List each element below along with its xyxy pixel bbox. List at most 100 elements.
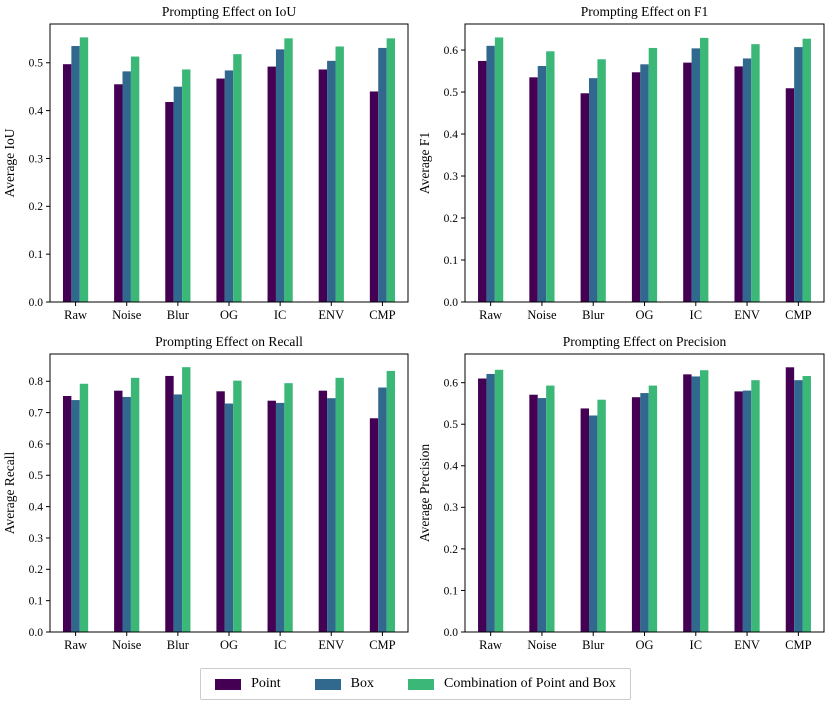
bar-f1-noise-box bbox=[537, 65, 547, 303]
legend: Point Box Combination of Point and Box bbox=[200, 668, 631, 700]
x-tick-label-raw: Raw bbox=[479, 308, 502, 322]
legend-label: Box bbox=[350, 676, 375, 691]
y-tick-label: 0.1 bbox=[444, 255, 459, 267]
y-tick-label: 0.2 bbox=[444, 544, 459, 556]
chart-iou: 0.0 0.1 0.2 0.3 0.4 0.5 Raw Noise Blur OG IC ENV CMP… bbox=[0, 0, 415, 330]
x-tick-label-og: OG bbox=[635, 638, 653, 652]
bar-iou-blur-point bbox=[165, 101, 174, 303]
bar-iou-blur-combination bbox=[182, 69, 191, 303]
bar-f1-env-box bbox=[742, 58, 752, 302]
bar-f1-og-box bbox=[640, 64, 649, 302]
bar-precision-blur-combination bbox=[597, 399, 606, 632]
y-tick-label: 0.1 bbox=[444, 585, 459, 597]
bar-recall-ic-point bbox=[267, 400, 276, 632]
bar-iou-noise-point bbox=[114, 84, 123, 302]
bar-f1-ic-box bbox=[691, 48, 700, 302]
bar-f1-og-point bbox=[631, 72, 641, 302]
bar-iou-raw-point bbox=[62, 64, 72, 302]
x-tick-label-env: ENV bbox=[734, 308, 760, 322]
bar-iou-env-point bbox=[318, 69, 328, 303]
y-tick-label: 0.3 bbox=[444, 171, 459, 183]
chart-svg-f1: 0.0 0.1 0.2 0.3 0.4 0.5 0.6 Raw Noise Blur OG IC ENV… bbox=[417, 4, 825, 322]
y-tick-label: 0.0 bbox=[29, 297, 44, 309]
bar-precision-cmp-point bbox=[785, 367, 795, 632]
bar-recall-env-point bbox=[318, 390, 328, 632]
x-tick-label-og: OG bbox=[220, 308, 238, 322]
chart-title-f1: Prompting Effect on F1 bbox=[581, 4, 709, 19]
y-tick-label: 0.6 bbox=[29, 439, 44, 451]
x-tick-label-noise: Noise bbox=[527, 308, 557, 322]
x-tick-label-ic: IC bbox=[274, 308, 287, 322]
chart-title-precision: Prompting Effect on Precision bbox=[563, 334, 727, 349]
x-tick-label-env: ENV bbox=[318, 308, 344, 322]
bar-f1-raw-point bbox=[478, 60, 487, 303]
y-tick-label: 0.3 bbox=[444, 502, 459, 514]
bar-f1-blur-box bbox=[589, 78, 598, 302]
bar-iou-env-box bbox=[327, 60, 336, 303]
chart-svg-precision: 0.0 0.1 0.2 0.3 0.4 0.5 0.6 Raw Noise Blur OG IC ENV… bbox=[417, 334, 825, 652]
bar-recall-og-box bbox=[224, 403, 234, 632]
bar-recall-noise-box bbox=[122, 396, 131, 632]
legend-row: Point Box Combination of Point and Box bbox=[0, 660, 831, 708]
y-tick-label: 0.4 bbox=[29, 106, 44, 118]
charts-grid: 0.0 0.1 0.2 0.3 0.4 0.5 Raw Noise Blur OG IC ENV CMP… bbox=[0, 0, 831, 660]
y-axis-label-f1: Average F1 bbox=[417, 132, 432, 194]
chart-svg-recall: 0.0 0.1 0.2 0.3 0.4 0.5 0.6 0.7 0.8 Raw Noise Blur O… bbox=[2, 334, 409, 652]
bar-precision-raw-box bbox=[486, 373, 495, 632]
bar-f1-ic-combination bbox=[699, 37, 709, 303]
bar-precision-raw-combination bbox=[494, 369, 504, 632]
bar-f1-raw-combination bbox=[494, 37, 504, 302]
y-tick-label: 0.1 bbox=[29, 249, 44, 261]
bar-precision-og-box bbox=[640, 393, 649, 632]
bar-f1-ic-point bbox=[683, 62, 692, 302]
legend-item-box: Box bbox=[314, 676, 375, 692]
bar-recall-blur-point bbox=[165, 375, 174, 632]
bar-recall-og-point bbox=[216, 391, 225, 632]
bar-iou-og-point bbox=[216, 78, 225, 302]
legend-item-combination: Combination of Point and Box bbox=[408, 676, 616, 692]
y-tick-label: 0.6 bbox=[444, 378, 459, 390]
x-tick-label-raw: Raw bbox=[64, 638, 87, 652]
bar-recall-cmp-point bbox=[369, 418, 379, 632]
bar-f1-env-combination bbox=[751, 44, 760, 302]
y-tick-label: 0.5 bbox=[444, 87, 459, 99]
y-tick-label: 0.8 bbox=[29, 376, 44, 388]
x-tick-label-cmp: CMP bbox=[785, 638, 811, 652]
chart-f1: 0.0 0.1 0.2 0.3 0.4 0.5 0.6 Raw Noise Blur OG IC ENV… bbox=[415, 0, 831, 330]
x-tick-label-og: OG bbox=[635, 308, 653, 322]
x-tick-label-blur: Blur bbox=[582, 638, 605, 652]
bar-iou-blur-box bbox=[173, 86, 183, 303]
bar-precision-blur-point bbox=[580, 408, 590, 632]
bar-recall-og-combination bbox=[233, 380, 242, 632]
x-tick-label-ic: IC bbox=[690, 308, 703, 322]
bar-f1-cmp-combination bbox=[802, 38, 811, 302]
bar-f1-noise-point bbox=[529, 77, 538, 302]
x-tick-label-noise: Noise bbox=[527, 638, 557, 652]
bar-iou-og-combination bbox=[233, 54, 242, 302]
y-axis-label-recall: Average Recall bbox=[2, 451, 17, 534]
y-tick-label: 0.3 bbox=[29, 533, 44, 545]
chart-recall: 0.0 0.1 0.2 0.3 0.4 0.5 0.6 0.7 0.8 Raw Noise Blur O… bbox=[0, 330, 415, 660]
box-swatch-icon bbox=[314, 678, 341, 690]
bar-f1-raw-box bbox=[486, 45, 495, 303]
bar-precision-env-combination bbox=[751, 380, 760, 632]
bar-precision-cmp-box bbox=[794, 380, 803, 632]
chart-title-recall: Prompting Effect on Recall bbox=[155, 334, 303, 349]
bar-iou-cmp-point bbox=[369, 91, 379, 302]
y-tick-label: 0.5 bbox=[444, 419, 459, 431]
bar-recall-blur-box bbox=[173, 394, 183, 632]
x-tick-label-ic: IC bbox=[274, 638, 287, 652]
bar-iou-env-combination bbox=[335, 46, 344, 302]
x-tick-label-noise: Noise bbox=[112, 638, 142, 652]
bar-iou-noise-box bbox=[122, 71, 131, 303]
x-tick-label-env: ENV bbox=[318, 638, 344, 652]
bar-precision-ic-box bbox=[691, 376, 700, 632]
x-tick-label-blur: Blur bbox=[167, 638, 190, 652]
bar-f1-noise-combination bbox=[546, 51, 555, 302]
y-tick-label: 0.7 bbox=[29, 408, 44, 420]
legend-item-point: Point bbox=[215, 676, 281, 692]
chart-precision: 0.0 0.1 0.2 0.3 0.4 0.5 0.6 Raw Noise Blur OG IC ENV… bbox=[415, 330, 831, 660]
legend-label: Combination of Point and Box bbox=[444, 676, 616, 691]
legend-label: Point bbox=[251, 676, 281, 691]
